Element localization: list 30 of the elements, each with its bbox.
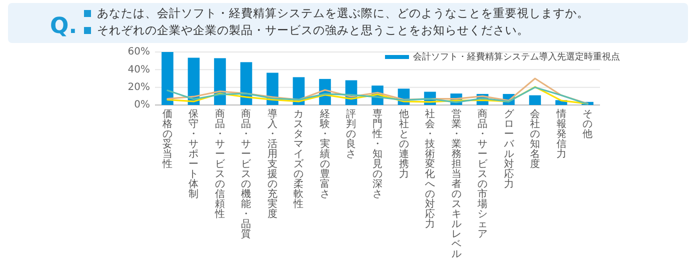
- category-label: 経験・実績の豊富さ: [320, 109, 330, 200]
- bar: [240, 62, 252, 105]
- category-label: 商品・サービスの信頼性: [214, 109, 225, 220]
- category-label: 商品・サービスの機能・品質: [241, 109, 252, 240]
- line-series: [166, 78, 588, 104]
- legend-label: 会計ソフト・経費精算システム導入先選定時重視点: [413, 51, 620, 62]
- y-tick-label: 60%: [128, 46, 150, 58]
- x-tick-label: 価格の妥当性: [161, 109, 172, 170]
- y-tick-label: 40%: [128, 64, 150, 76]
- bar: [162, 52, 174, 105]
- x-tick-label: 評判の良さ: [346, 108, 356, 160]
- x-tick-label: 会社の知名度: [530, 108, 540, 170]
- y-tick-label: 20%: [128, 82, 150, 94]
- x-tick-label: 他社との連携力: [398, 108, 409, 180]
- chart-title: あなたは、会計ソフト・経費精算システムを選ぶ際に、どのようなことを重要視しますか。: [97, 6, 589, 20]
- category-label: 専門性・知見の深さ: [372, 109, 382, 200]
- y-tick-label: 0%: [134, 100, 150, 111]
- chart-subtitle: それぞれの企業や企業の製品・サービスの強みと思うことをお知らせください。: [97, 23, 529, 38]
- category-label: 商品・サービスの市場シェア: [478, 109, 488, 240]
- category-label: 営業・業務担当者のスキルレベル: [451, 109, 462, 260]
- x-tick-label: グローバル対応力: [502, 109, 515, 190]
- category-label: カスタマイズの柔軟性: [294, 109, 304, 210]
- x-tick-label: 情報発信力: [555, 108, 566, 160]
- text: Q.: [50, 14, 78, 39]
- bar: [529, 95, 541, 105]
- category-label: 導入・活用支援の充実度: [267, 109, 278, 220]
- x-tick-label: その他: [582, 109, 593, 140]
- category-label: 保守・サポート体制: [188, 109, 199, 200]
- bar: [214, 58, 226, 105]
- category-label: 社会・技術変化への対応力: [425, 109, 436, 230]
